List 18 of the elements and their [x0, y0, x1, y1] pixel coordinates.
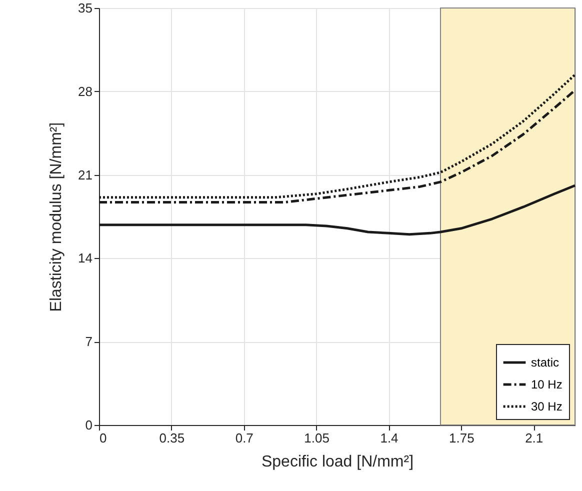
x-tick-label: 1.4: [380, 430, 398, 446]
y-tick-label: 0: [85, 418, 92, 432]
y-tick-label: 28: [78, 84, 92, 99]
legend-label: 30 Hz: [531, 400, 562, 414]
y-tick-label: 35: [78, 0, 92, 16]
y-tick-label: 21: [78, 167, 92, 182]
y-axis-title: Elasticity modulus [N/mm²]: [48, 122, 66, 312]
legend-label: static: [531, 356, 560, 370]
x-tick-label: 0: [100, 430, 107, 446]
x-tick-label: 2.1: [525, 430, 544, 446]
y-tick-label: 7: [85, 334, 92, 350]
y-tick-label: 14: [78, 250, 92, 266]
x-axis-title: Specific load [N/mm²]: [261, 454, 414, 470]
x-tick-label: 1.05: [304, 430, 330, 446]
legend-label: 10 Hz: [531, 378, 562, 392]
x-tick-label: 1.75: [449, 430, 474, 446]
x-tick-label: 0.7: [235, 430, 254, 446]
x-tick-label: 0.35: [159, 430, 185, 446]
